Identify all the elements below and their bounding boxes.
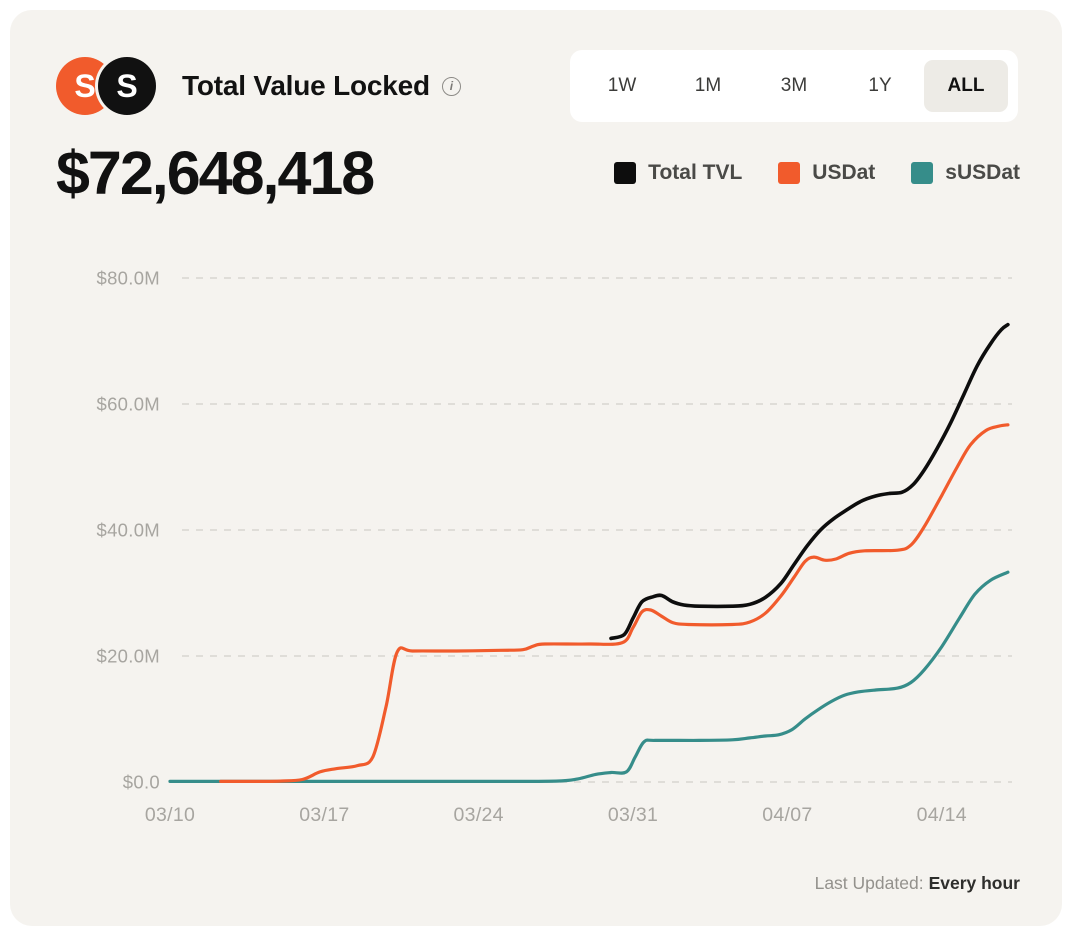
tvl-chart: $0.0 $20.0M $40.0M $60.0M $80.0M 03/10 03/17 03… <box>10 232 1062 837</box>
usdat-logo-glyph: S <box>74 67 96 104</box>
legend-swatch-susdat <box>911 162 934 184</box>
range-selector: 1W 1M 3M 1Y ALL <box>570 50 1018 122</box>
x-axis-label: 03/10 <box>145 804 195 826</box>
legend-item-total-tvl[interactable]: Total TVL <box>614 161 742 185</box>
range-button-1y[interactable]: 1Y <box>838 60 922 112</box>
chart-canvas: $0.0 $20.0M $40.0M $60.0M $80.0M 03/10 03/17 03… <box>96 268 1012 826</box>
x-axis-label: 04/14 <box>917 804 967 826</box>
range-button-1m[interactable]: 1M <box>666 60 750 112</box>
title-group: S S Total Value Locked i <box>56 57 461 115</box>
legend-label-total-tvl: Total TVL <box>648 161 743 184</box>
legend-label-usdat: USDat <box>812 161 876 184</box>
susdat-logo-glyph: S <box>116 67 138 104</box>
subheader: $72,648,418 Total TVL USDat sUSDat <box>10 122 1062 208</box>
page-title: Total Value Locked <box>182 70 430 101</box>
y-axis-label: $60.0M <box>96 394 160 415</box>
info-icon[interactable]: i <box>441 76 461 96</box>
last-updated-label: Last Updated: <box>814 873 924 893</box>
header: S S Total Value Locked i 1W 1M 3M 1Y ALL <box>10 10 1062 122</box>
susdat-logo-icon: S <box>98 57 156 115</box>
legend-swatch-total-tvl <box>614 162 637 184</box>
range-button-1w[interactable]: 1W <box>580 60 664 112</box>
legend-item-usdat[interactable]: USDat <box>778 161 875 185</box>
range-button-3m[interactable]: 3M <box>752 60 836 112</box>
x-axis-label: 04/07 <box>762 804 812 826</box>
y-axis-label: $40.0M <box>96 520 160 541</box>
legend-item-susdat[interactable]: sUSDat <box>911 161 1020 185</box>
chart-legend: Total TVL USDat sUSDat <box>614 161 1020 185</box>
last-updated-value: Every hour <box>928 873 1020 893</box>
token-logos: S S <box>56 57 156 115</box>
y-axis-label: $80.0M <box>96 268 160 289</box>
last-updated: Last Updated: Every hour <box>815 873 1020 894</box>
series-line-usdat <box>219 423 1010 784</box>
series-line-susdat <box>168 570 1010 784</box>
legend-label-susdat: sUSDat <box>945 161 1020 184</box>
legend-swatch-usdat <box>778 162 801 184</box>
y-axis-label: $0.0 <box>123 772 160 793</box>
range-button-all[interactable]: ALL <box>924 60 1008 112</box>
tvl-card: S S Total Value Locked i 1W 1M 3M 1Y ALL… <box>10 10 1062 926</box>
series-line-total-tvl <box>609 322 1010 641</box>
x-axis-label: 03/31 <box>608 804 658 826</box>
x-axis-label: 03/24 <box>454 804 504 826</box>
x-axis-label: 03/17 <box>299 804 349 826</box>
y-axis-label: $20.0M <box>96 646 160 667</box>
tvl-value: $72,648,418 <box>56 139 375 207</box>
